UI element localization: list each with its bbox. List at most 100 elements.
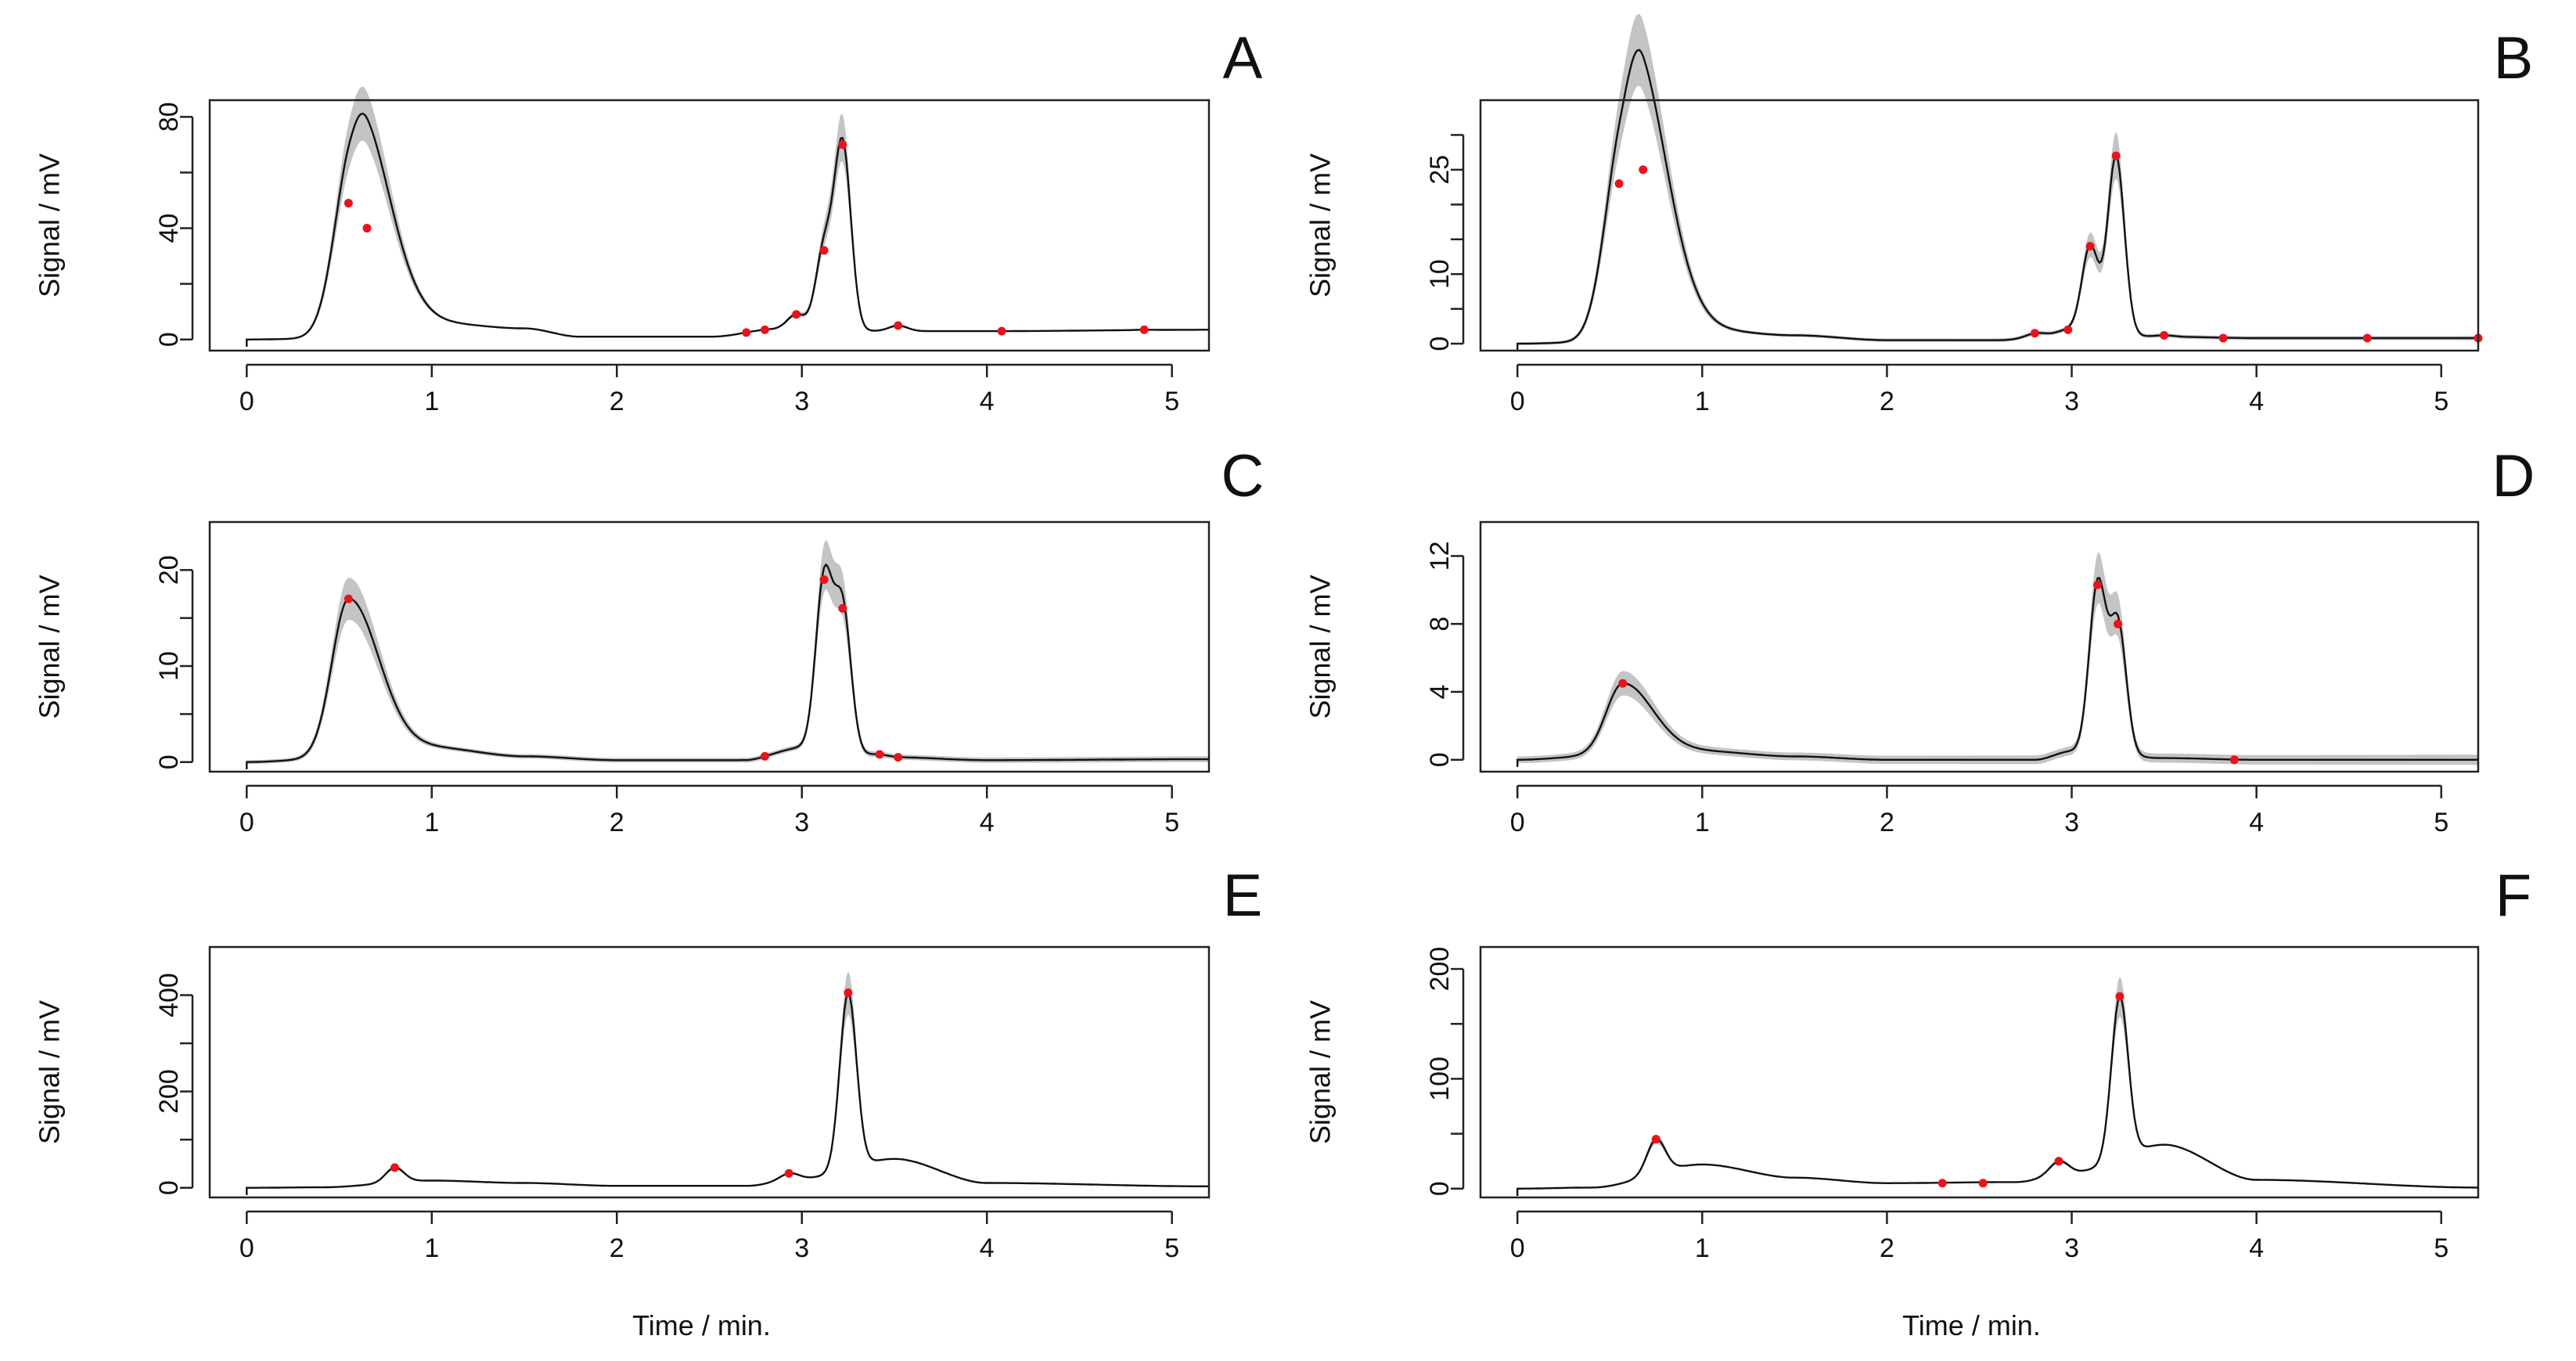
x-tick-label: 3 (794, 1233, 809, 1263)
x-tick-label: 4 (2249, 1233, 2264, 1263)
peak-marker (875, 750, 884, 759)
x-tick-label: 5 (1164, 808, 1179, 837)
x-tick-label: 3 (2064, 387, 2079, 416)
x-tick-label: 2 (610, 808, 624, 837)
x-tick-label: 1 (1695, 808, 1710, 837)
x-axis-title: Time / min. (1902, 1309, 2041, 1341)
y-tick-label: 400 (154, 973, 184, 1017)
x-tick-label: 3 (794, 808, 809, 837)
panel-letter: A (1223, 25, 1263, 92)
y-axis-title: Signal / mV (34, 574, 66, 718)
x-tick-label: 4 (980, 1233, 995, 1263)
panel-letter: C (1221, 443, 1265, 509)
x-tick-label: 4 (980, 808, 995, 837)
x-tick-label: 5 (1164, 387, 1179, 416)
peak-marker (2362, 333, 2372, 343)
peak-marker (1937, 1179, 1947, 1188)
y-tick-label: 4 (1425, 685, 1455, 700)
y-tick-label: 200 (154, 1069, 184, 1114)
y-axis-title: Signal / mV (34, 153, 66, 297)
y-tick-label: 10 (154, 651, 184, 681)
plot-frame (1479, 945, 2480, 1199)
x-axis-title: Time / min. (632, 1309, 771, 1341)
y-axis-title: Signal / mV (1304, 1000, 1337, 1144)
panel-letter: D (2492, 443, 2535, 509)
peak-marker (2054, 1157, 2063, 1166)
panel-letter: B (2494, 25, 2534, 92)
panel-f: 0 1 2 3 4 5 0 100 200 Signal / mV Time / min. F (1304, 862, 2532, 1341)
x-tick-label: 1 (424, 1233, 439, 1263)
signal-line (1516, 994, 2478, 1196)
peak-marker (838, 603, 847, 613)
peak-marker (2093, 580, 2103, 589)
peak-marker (742, 328, 751, 337)
peak-marker (2114, 619, 2123, 628)
plot-frame (1479, 520, 2480, 773)
peak-marker (2063, 325, 2073, 334)
x-tick-label: 2 (1880, 1233, 1894, 1263)
uncertainty-band (246, 86, 1209, 340)
x-tick-label: 3 (2064, 1233, 2079, 1263)
y-axis-title: Signal / mV (1304, 574, 1337, 718)
peak-marker (784, 1168, 793, 1178)
y-tick-label: 12 (1425, 541, 1455, 571)
peak-marker (792, 310, 801, 319)
peak-marker (362, 224, 372, 233)
x-tick-label: 1 (424, 808, 439, 837)
y-axis-title: Signal / mV (1304, 153, 1337, 297)
plot-frame (208, 945, 1211, 1199)
peak-marker (2218, 333, 2228, 343)
x-tick-label: 0 (1510, 808, 1525, 837)
peak-marker (2160, 330, 2169, 340)
panel-letter: F (2495, 862, 2531, 929)
uncertainty-band (246, 539, 1209, 765)
x-tick-label: 2 (1880, 387, 1894, 416)
peak-marker (1651, 1135, 1660, 1144)
y-tick-label: 0 (154, 1180, 184, 1195)
panel-a: 0 1 2 3 4 5 0 40 80 Signal / mV A (34, 25, 1263, 416)
uncertainty-band (1517, 14, 2478, 345)
uncertainty-band (1517, 976, 2478, 1190)
x-tick-label: 5 (2434, 808, 2448, 837)
signal-line (246, 113, 1209, 347)
x-tick-label: 0 (1510, 387, 1525, 416)
x-tick-label: 0 (1510, 1233, 1525, 1263)
x-tick-label: 2 (1880, 808, 1894, 837)
peak-marker (2111, 151, 2121, 160)
peak-marker (1639, 165, 1648, 175)
plot-frame (1479, 99, 2480, 352)
x-tick-label: 2 (610, 1233, 624, 1263)
y-tick-label: 20 (154, 555, 184, 585)
x-tick-label: 0 (239, 1233, 254, 1263)
x-tick-label: 5 (1164, 1233, 1179, 1263)
peak-marker (1618, 679, 1628, 688)
x-tick-label: 4 (980, 387, 995, 416)
y-tick-label: 0 (1425, 337, 1455, 351)
x-tick-label: 3 (794, 387, 809, 416)
peak-marker (344, 199, 353, 208)
signal-line (246, 563, 1210, 769)
x-tick-label: 5 (2434, 1233, 2448, 1263)
peak-marker (819, 246, 829, 255)
peak-marker (1978, 1179, 1988, 1188)
peak-marker (390, 1163, 399, 1172)
y-tick-label: 0 (154, 332, 184, 347)
peak-marker (2115, 992, 2124, 1001)
panel-e: 0 1 2 3 4 5 0 200 400 Signal / mV Time / min. E (34, 862, 1263, 1341)
peak-marker (2085, 242, 2095, 251)
y-tick-label: 25 (1425, 155, 1455, 185)
y-tick-label: 0 (154, 754, 184, 769)
y-tick-label: 100 (1425, 1057, 1455, 1101)
peak-marker (344, 594, 353, 603)
y-tick-label: 0 (1425, 752, 1455, 767)
peak-marker (1139, 325, 1149, 334)
y-tick-label: 8 (1425, 617, 1455, 632)
peak-marker (760, 325, 769, 334)
x-tick-label: 0 (239, 387, 254, 416)
peak-marker (997, 326, 1006, 336)
uncertainty-band (1517, 553, 2478, 765)
x-tick-label: 1 (1695, 387, 1710, 416)
signal-line (246, 990, 1209, 1195)
